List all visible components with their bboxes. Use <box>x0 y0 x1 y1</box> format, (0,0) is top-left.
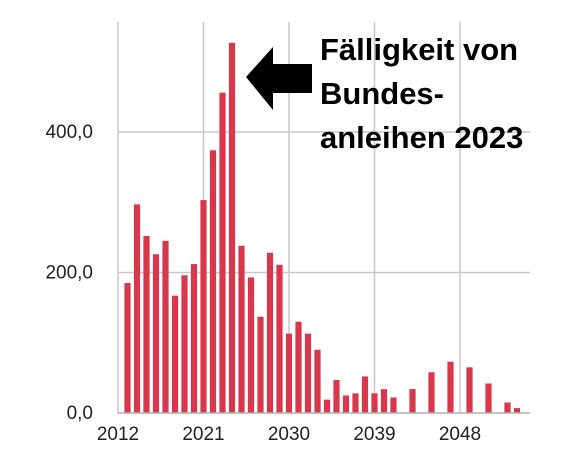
bar <box>323 399 331 413</box>
bar <box>314 349 321 413</box>
bar <box>504 402 511 413</box>
bar <box>247 277 255 413</box>
bar <box>219 92 226 413</box>
x-tick-label: 2048 <box>439 424 481 445</box>
bar <box>304 333 312 413</box>
bar <box>133 204 141 413</box>
bar <box>124 283 131 413</box>
bar <box>333 379 340 413</box>
bar <box>190 264 198 413</box>
bar <box>181 275 188 413</box>
bar <box>361 376 369 413</box>
bar <box>162 240 169 413</box>
x-tick-label: 2021 <box>182 424 224 445</box>
bar <box>143 235 150 413</box>
bar <box>371 393 378 413</box>
bar <box>209 150 217 413</box>
bar <box>228 42 236 413</box>
x-tick-label: 2030 <box>268 424 310 445</box>
bar <box>390 397 397 413</box>
y-tick-label: 400,0 <box>45 122 93 143</box>
bar <box>257 316 264 413</box>
bar <box>466 367 473 413</box>
bar <box>295 321 302 413</box>
bars <box>124 42 521 413</box>
bar <box>428 372 435 413</box>
bar <box>238 245 245 413</box>
bar <box>352 393 359 413</box>
bar <box>152 254 160 413</box>
x-tick-label: 2039 <box>353 424 395 445</box>
annotation-text: Fälligkeit von Bundes- anleihen 2023 <box>320 28 523 160</box>
bar <box>485 383 492 413</box>
y-tick-label: 200,0 <box>45 263 93 284</box>
bar <box>447 361 454 413</box>
bar <box>285 333 293 413</box>
bar <box>409 389 416 413</box>
bar <box>276 264 283 413</box>
annotation-line-1: Fälligkeit von <box>320 32 519 67</box>
bar <box>266 252 274 413</box>
tick-labels: 0,0 200,0 400,0 2012 2021 2030 2039 2048 <box>45 122 481 445</box>
bar <box>513 408 521 413</box>
bar <box>342 395 350 413</box>
x-tick-label: 2012 <box>97 424 139 445</box>
bar <box>171 295 179 413</box>
annotation-line-2: Bundes- <box>320 76 444 111</box>
bar <box>200 200 207 413</box>
annotation-line-3: anleihen 2023 <box>320 120 524 155</box>
bar <box>380 389 388 413</box>
y-tick-label: 0,0 <box>67 403 93 424</box>
annotation-arrow-icon <box>246 47 312 110</box>
